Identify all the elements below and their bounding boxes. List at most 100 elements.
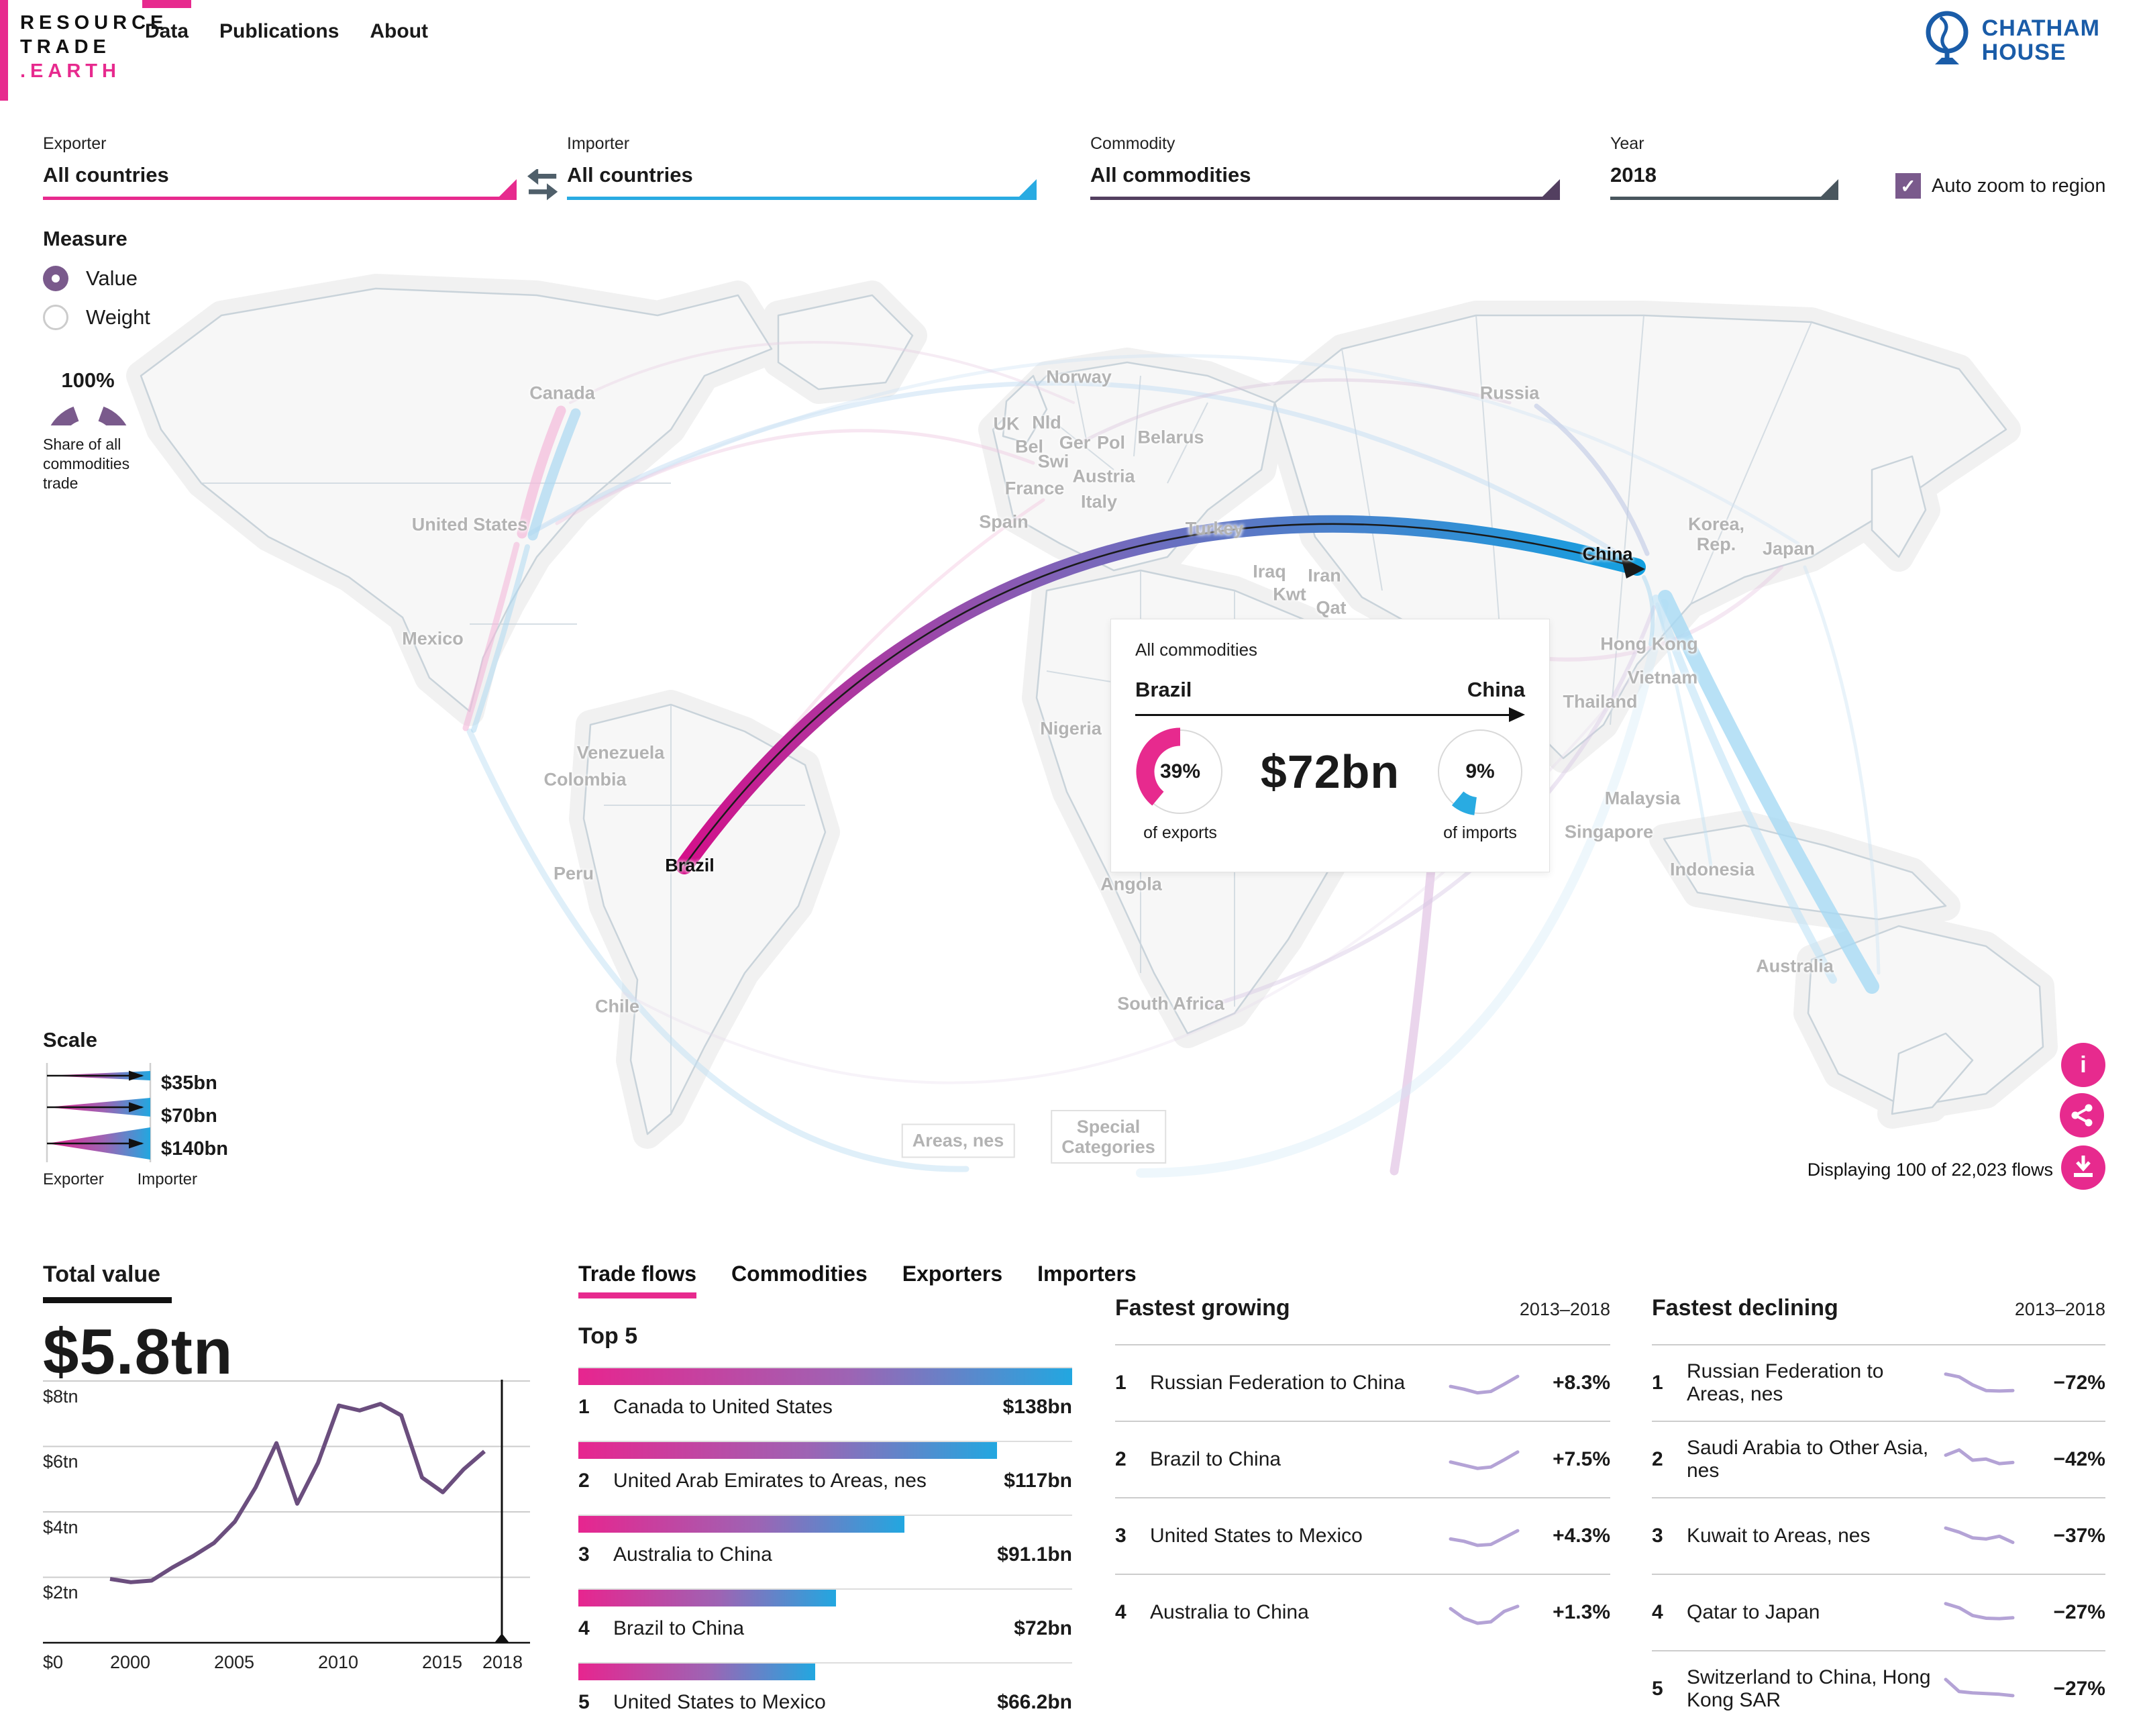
share-caption: Share of all commodities trade	[43, 436, 130, 492]
map-country-label[interactable]: Ger	[1059, 432, 1091, 453]
exporter-dropdown[interactable]: Exporter All countries	[43, 134, 517, 200]
map-country-label[interactable]: Kwt	[1273, 584, 1306, 605]
map-country-label[interactable]: Japan	[1762, 538, 1816, 559]
total-value-timeline-chart[interactable]: $8tn $6tn $4tn $2tn $0 2000 2005 2010 20…	[43, 1374, 530, 1676]
map-country-label[interactable]: Spain	[979, 511, 1029, 532]
map-country-label[interactable]: Angola	[1100, 874, 1162, 895]
map-country-label[interactable]: UK	[993, 413, 1020, 434]
map-country-label[interactable]: Special Categories	[1051, 1110, 1166, 1164]
map-country-label[interactable]: Malaysia	[1604, 788, 1681, 809]
declining-row[interactable]: 1 Russian Federation to Areas, nes −72%	[1652, 1344, 2105, 1421]
importer-dropdown[interactable]: Importer All countries	[567, 134, 1037, 200]
info-button[interactable]: i	[2061, 1043, 2105, 1087]
map-country-label[interactable]: Nigeria	[1040, 718, 1102, 739]
tab-exporters[interactable]: Exporters	[902, 1262, 1003, 1286]
flow-tooltip: All commodities Brazil China 39% $72bn 9…	[1110, 619, 1550, 872]
map-country-label[interactable]: Bel	[1014, 436, 1044, 457]
map-country-label[interactable]: Iraq	[1253, 561, 1286, 582]
site-logo[interactable]: RESOURCE TRADE .EARTH	[20, 11, 168, 83]
declining-row[interactable]: 5 Switzerland to China, Hong Kong SAR −27…	[1652, 1650, 2105, 1727]
svg-text:2018: 2018	[482, 1652, 523, 1672]
map-country-label[interactable]: Areas, nes	[901, 1123, 1015, 1158]
trade-flow-bar	[578, 1588, 837, 1606]
map-country-label[interactable]: United States	[411, 514, 528, 535]
growing-row[interactable]: 3 United States to Mexico +4.3%	[1115, 1497, 1610, 1574]
declining-row[interactable]: 3 Kuwait to Areas, nes −37%	[1652, 1497, 2105, 1574]
sparkline-icon	[1449, 1604, 1520, 1625]
tab-commodities[interactable]: Commodities	[731, 1262, 868, 1286]
year-dropdown[interactable]: Year 2018	[1610, 134, 1838, 200]
map-country-label[interactable]: Austria	[1072, 466, 1135, 487]
svg-text:2005: 2005	[214, 1652, 254, 1672]
declining-row[interactable]: 4 Qatar to Japan −27%	[1652, 1574, 2105, 1650]
share-button[interactable]	[2060, 1093, 2104, 1137]
dropdown-caret	[499, 179, 517, 197]
map-country-label[interactable]: China	[1582, 544, 1633, 564]
map-country-label[interactable]: Mexico	[402, 628, 464, 649]
map-country-label[interactable]: Colombia	[543, 769, 627, 790]
measure-option-value[interactable]: Value	[43, 266, 150, 291]
map-country-label[interactable]: Singapore	[1564, 821, 1654, 842]
scale-importer-label: Importer	[137, 1170, 197, 1188]
map-country-label[interactable]: Norway	[1046, 366, 1112, 387]
bottom-tabs: Trade flows Commodities Exporters Import…	[578, 1262, 1137, 1298]
commodity-dropdown[interactable]: Commodity All commodities	[1090, 134, 1560, 200]
tab-importers[interactable]: Importers	[1037, 1262, 1137, 1286]
map-country-label[interactable]: Turkey	[1185, 518, 1244, 539]
checkbox-checked-icon: ✓	[1895, 173, 1921, 199]
growing-row[interactable]: 1 Russian Federation to China +8.3%	[1115, 1344, 1610, 1421]
sparkline-icon	[1449, 1529, 1520, 1547]
nav-item-data[interactable]: Data	[142, 0, 192, 43]
measure-option-weight[interactable]: Weight	[43, 305, 150, 330]
nav-item-publications[interactable]: Publications	[219, 20, 339, 42]
info-icon: i	[2080, 1052, 2087, 1078]
swap-exporter-importer-button[interactable]	[527, 168, 560, 210]
map-country-label[interactable]: Hong Kong	[1600, 633, 1698, 654]
share-percent: 100%	[61, 368, 115, 392]
map-country-label[interactable]: Nld	[1032, 412, 1061, 433]
tab-trade-flows[interactable]: Trade flows	[578, 1262, 697, 1298]
commodity-value: All commodities	[1090, 163, 1251, 187]
swap-arrows-icon	[527, 168, 558, 201]
flow-direction-arrow-icon	[1135, 707, 1525, 722]
map-country-label[interactable]: Peru	[553, 863, 594, 884]
trade-flow-row[interactable]: 4 Brazil to China $72bn	[578, 1588, 1072, 1662]
export-caption: of exports	[1143, 823, 1217, 842]
nav-item-about[interactable]: About	[370, 20, 429, 42]
map-country-label[interactable]: Chile	[594, 996, 640, 1017]
growing-row[interactable]: 2 Brazil to China +7.5%	[1115, 1421, 1610, 1497]
logo-line-3: .EARTH	[20, 60, 121, 82]
flow-brazil-china[interactable]	[676, 515, 1646, 874]
map-country-label[interactable]: Pol	[1096, 432, 1126, 453]
map-country-label[interactable]: South Africa	[1117, 993, 1224, 1014]
map-country-label[interactable]: Indonesia	[1669, 859, 1755, 880]
map-country-label[interactable]: Belarus	[1137, 427, 1204, 448]
declining-row[interactable]: 2 Saudi Arabia to Other Asia, nes −42%	[1652, 1421, 2105, 1497]
map-country-label[interactable]: Russia	[1479, 382, 1540, 403]
measure-title: Measure	[43, 227, 127, 250]
map-country-label[interactable]: Iran	[1308, 565, 1341, 586]
trade-flow-row[interactable]: 5 United States to Mexico $66.2bn	[578, 1662, 1072, 1736]
map-country-label[interactable]: Thailand	[1563, 691, 1638, 712]
map-country-label[interactable]: Italy	[1080, 491, 1118, 512]
map-country-label[interactable]: Korea, Rep.	[1687, 514, 1745, 554]
map-country-label[interactable]: Canada	[529, 382, 595, 403]
map-country-label[interactable]: Qat	[1316, 597, 1347, 618]
map-country-label[interactable]: Venezuela	[576, 742, 665, 763]
map-country-label[interactable]: Vietnam	[1627, 667, 1698, 688]
flow-australia-china[interactable]	[1658, 590, 1879, 994]
map-country-label[interactable]: France	[1004, 478, 1065, 499]
auto-zoom-checkbox[interactable]: ✓ Auto zoom to region	[1895, 173, 2106, 199]
trade-flow-row[interactable]: 2 United Arab Emirates to Areas, nes $117b…	[578, 1441, 1072, 1515]
map-country-label[interactable]: Swi	[1037, 451, 1069, 472]
measure-control: Measure Value Weight	[43, 227, 150, 344]
growing-row[interactable]: 4 Australia to China +1.3%	[1115, 1574, 1610, 1650]
trade-flow-row[interactable]: 1 Canada to United States $138bn	[578, 1367, 1072, 1441]
download-button[interactable]	[2061, 1145, 2105, 1190]
map-country-label[interactable]: Australia	[1756, 956, 1834, 976]
trade-flow-row[interactable]: 3 Australia to China $91.1bn	[578, 1515, 1072, 1588]
map-country-label[interactable]: Brazil	[665, 855, 715, 876]
world-trade-map[interactable]: Canada United States Mexico Venezuela Colomb…	[0, 221, 2147, 1262]
chatham-house-logo[interactable]: CHATHAM HOUSE	[1924, 9, 2100, 70]
total-value-block: Total value $5.8tn $8tn $6tn $4tn $2tn $…	[43, 1262, 530, 1672]
